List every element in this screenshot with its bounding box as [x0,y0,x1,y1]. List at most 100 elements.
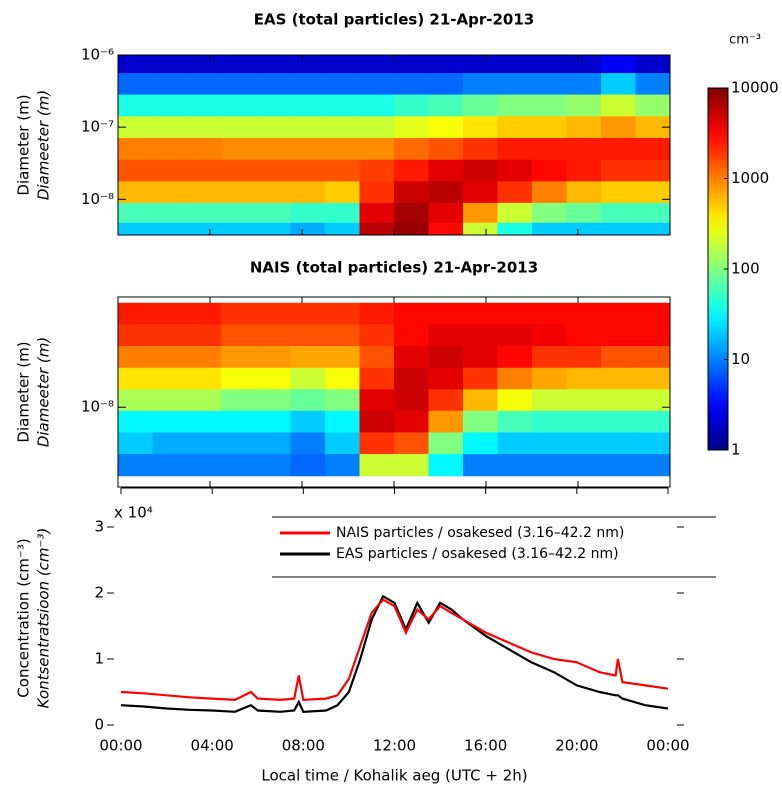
heat-cell [394,324,429,347]
heat-cell [428,410,464,433]
heat-cell [497,222,533,235]
heat-cell [152,116,188,139]
heat-cell [359,454,395,477]
heat-cell [601,181,636,204]
x-tick-label: 00:00 [99,737,142,755]
heat-cell [566,454,602,477]
line-series [120,594,669,713]
heat-cell [359,202,395,224]
heat-cell [187,181,222,204]
heat-cell [635,346,670,369]
heat-cell [256,324,291,347]
heat-cell [497,159,533,182]
heat-cell [428,432,464,455]
heat-cell [428,138,464,161]
heat-cell [601,94,636,117]
heat-cell [359,302,395,325]
x-tick-label: 20:00 [555,737,598,755]
heat-cell [497,202,533,224]
heat-cell [635,410,670,433]
heat-cell [152,73,188,96]
y-label: Diameter (m) [15,341,33,442]
heat-cell [152,302,188,325]
heat-cell [256,432,291,455]
heat-cell [497,302,533,325]
heat-cell [256,138,291,161]
heat-cell [566,222,602,235]
heat-cell [428,302,464,325]
heat-cell [601,116,636,139]
heat-cell [601,410,636,433]
heat-cell [256,55,291,74]
heat-cell [566,138,602,161]
heat-cell [290,454,326,477]
heat-cell [221,181,257,204]
heat-cell [428,346,464,369]
y-tick-label: 10⁻⁸ [81,190,114,208]
heat-cell [463,346,498,369]
heat-cell [635,94,670,117]
heat-cell [256,367,291,390]
heat-cell [256,302,291,325]
heat-cell [290,55,326,74]
heat-cell [635,454,670,477]
heat-cell [601,138,636,161]
heat-cell [221,454,257,477]
heat-cell [635,302,670,325]
heat-cell [118,432,153,455]
heat-cell [566,202,602,224]
heat-cell [325,324,360,347]
heat-cell [187,116,222,139]
heat-cell [394,55,429,74]
colorbar-tick-label: 10000 [731,79,779,97]
heat-cell [532,138,567,161]
heat-cell [566,94,602,117]
heat-cell [394,367,429,390]
heat-cell [394,222,429,235]
y-multiplier: x 10⁴ [114,504,153,522]
heat-cell [566,432,602,455]
heat-cell [566,302,602,325]
heat-cell [463,432,498,455]
heat-cell [428,94,464,117]
y-label-et: Kontsentratsioon (cm⁻³) [35,528,53,709]
heat-cell [394,202,429,224]
heat-cell [394,116,429,139]
heat-cell [325,73,360,96]
heat-cell [187,346,222,369]
heat-cell [532,367,567,390]
heat-cell [635,73,670,96]
heat-cell [256,73,291,96]
heat-cell [532,324,567,347]
heat-cell [325,389,360,412]
heat-cell [635,55,670,74]
heat-cell [566,346,602,369]
heat-cell [635,181,670,204]
heat-cell [152,410,188,433]
heat-cell [428,324,464,347]
heat-cell [152,202,188,224]
heatmap [118,55,670,235]
heat-cell [635,116,670,139]
heat-cell [359,324,395,347]
x-tick-label: 00:00 [646,737,689,755]
heat-cell [256,181,291,204]
heat-cell [118,181,153,204]
heat-cell [497,432,533,455]
heat-cell [187,159,222,182]
heat-cell [532,222,567,235]
heat-cell [463,116,498,139]
y-label: Concentration (cm⁻³) [15,538,33,697]
heat-cell [635,432,670,455]
heat-cell [359,94,395,117]
heat-cell [532,55,567,74]
heat-cell [256,222,291,235]
heat-cell [256,389,291,412]
colorbar-label: cm⁻³ [729,33,761,48]
heat-cell [601,222,636,235]
y-tick-label: 3 [94,518,104,536]
colorbar-tick-label: 1 [731,441,741,459]
heat-cell [566,73,602,96]
heat-cell [532,389,567,412]
